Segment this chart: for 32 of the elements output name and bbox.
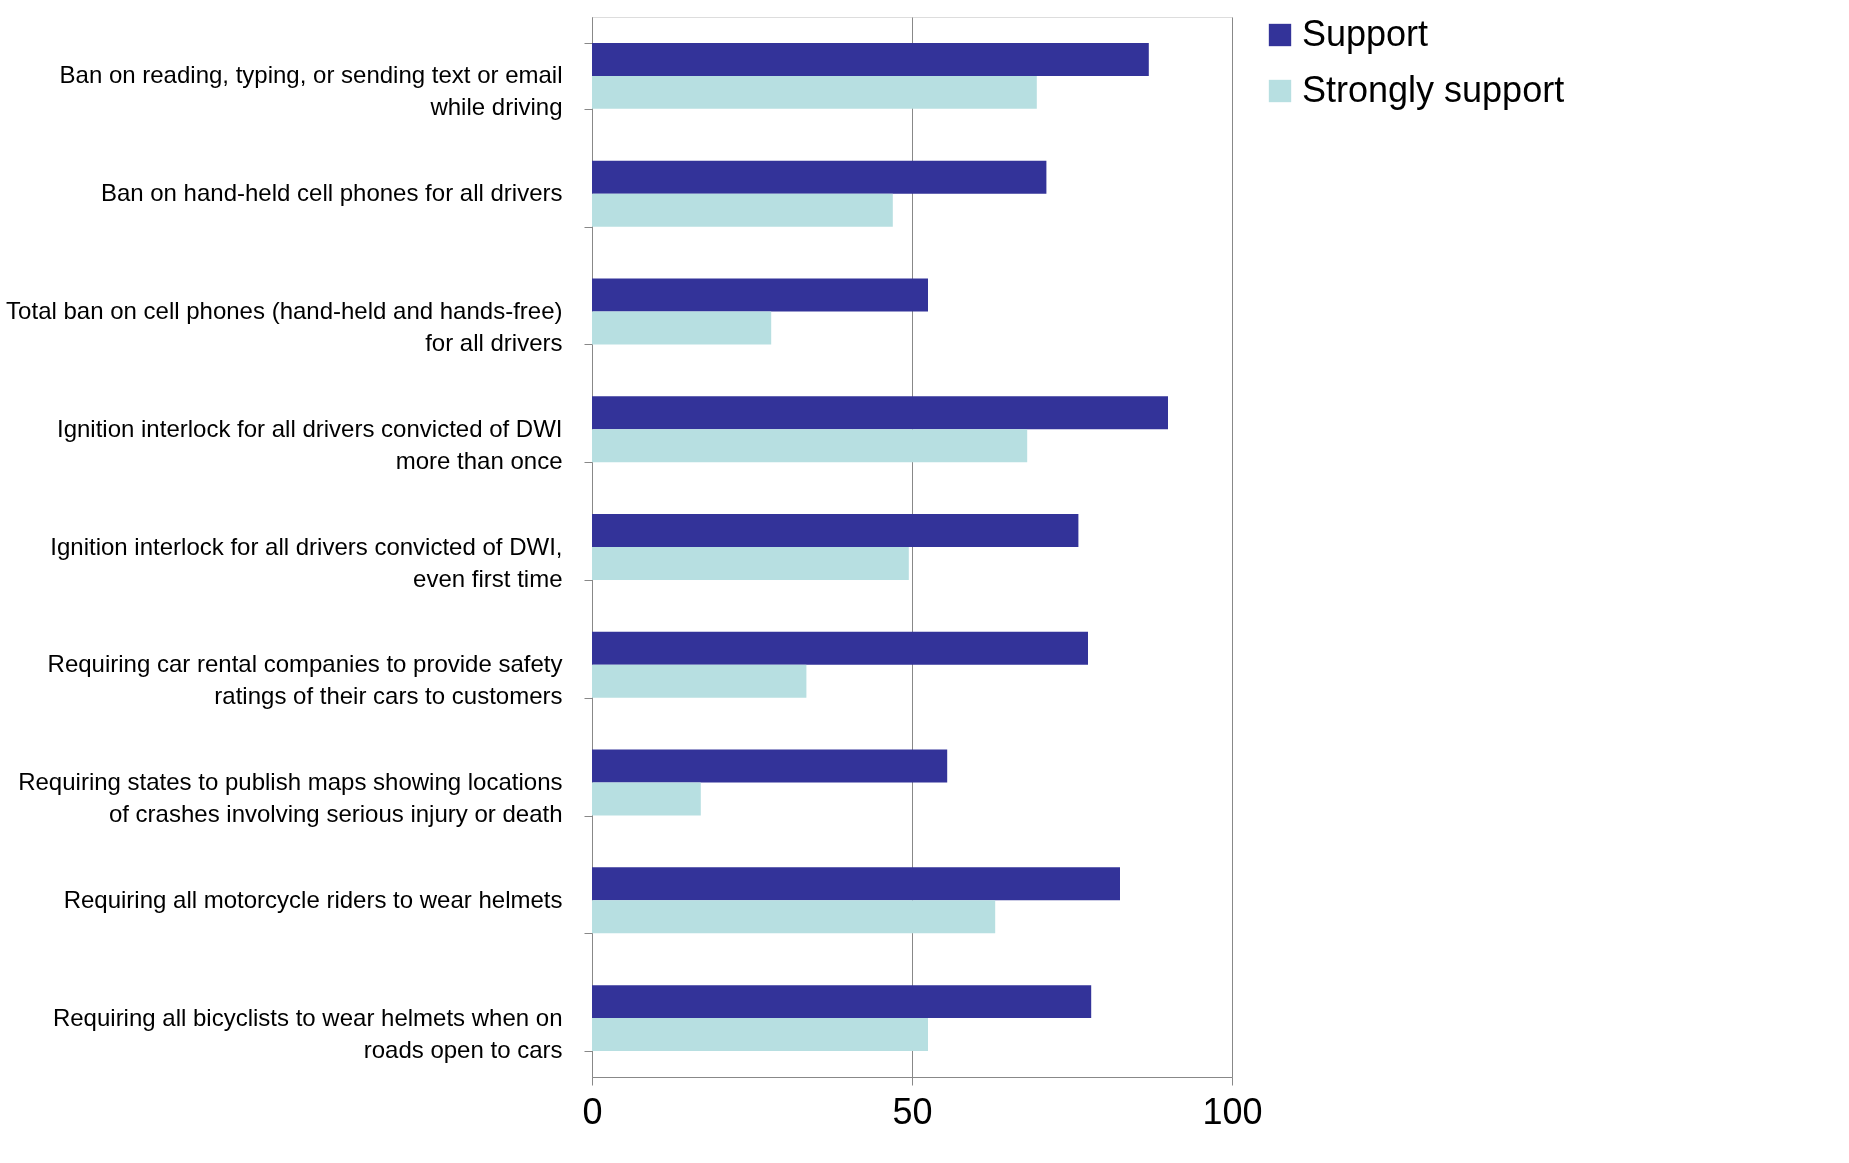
- bar: [592, 664, 807, 698]
- y-tick-label: Total ban on cell phones (hand-held and hands-free) for all drivers: [6, 296, 563, 356]
- y-tick-label: Ban on hand-held cell phones for all drivers: [100, 179, 563, 207]
- bar: [592, 396, 1168, 430]
- x-tick-label: 100: [1202, 1090, 1263, 1132]
- y-tick-label: Requiring car rental companies to provide safety ratings of their cars to customers: [47, 650, 563, 710]
- bar: [592, 1018, 928, 1052]
- bar: [592, 75, 1037, 109]
- bar: [592, 193, 893, 227]
- legend-label: Support: [1302, 13, 1429, 54]
- bar: [592, 160, 1047, 194]
- y-tick-label: Requiring all bicyclists to wear helmets when on roads open to cars: [52, 1003, 563, 1063]
- y-tick-label: Ignition interlock for all drivers convicted of DWI, even first time: [50, 532, 563, 592]
- legend-label: Strongly support: [1302, 69, 1565, 110]
- y-tick-label: Ignition interlock for all drivers convicted of DWI more than once: [56, 414, 563, 474]
- bar: [592, 631, 1088, 665]
- bar: [592, 782, 701, 816]
- y-tick-label: Ban on reading, typing, or sending text or email while driving: [59, 61, 563, 121]
- x-tick-label: 50: [892, 1090, 933, 1132]
- bar: [592, 900, 996, 934]
- bar: [592, 42, 1149, 76]
- bar: [592, 749, 948, 783]
- bar: [592, 867, 1120, 901]
- bar: [592, 278, 928, 312]
- bar: [592, 547, 909, 580]
- y-tick-label: Requiring all motorcycle riders to wear helmets: [63, 885, 563, 913]
- y-tick-label: Requiring states to publish maps showing locations of crashes involving serious injury or death: [18, 768, 563, 828]
- bar: [592, 985, 1092, 1019]
- bar: [592, 514, 1079, 547]
- bar: [592, 311, 772, 345]
- x-tick-label: 0: [582, 1090, 603, 1132]
- bar: [592, 429, 1028, 463]
